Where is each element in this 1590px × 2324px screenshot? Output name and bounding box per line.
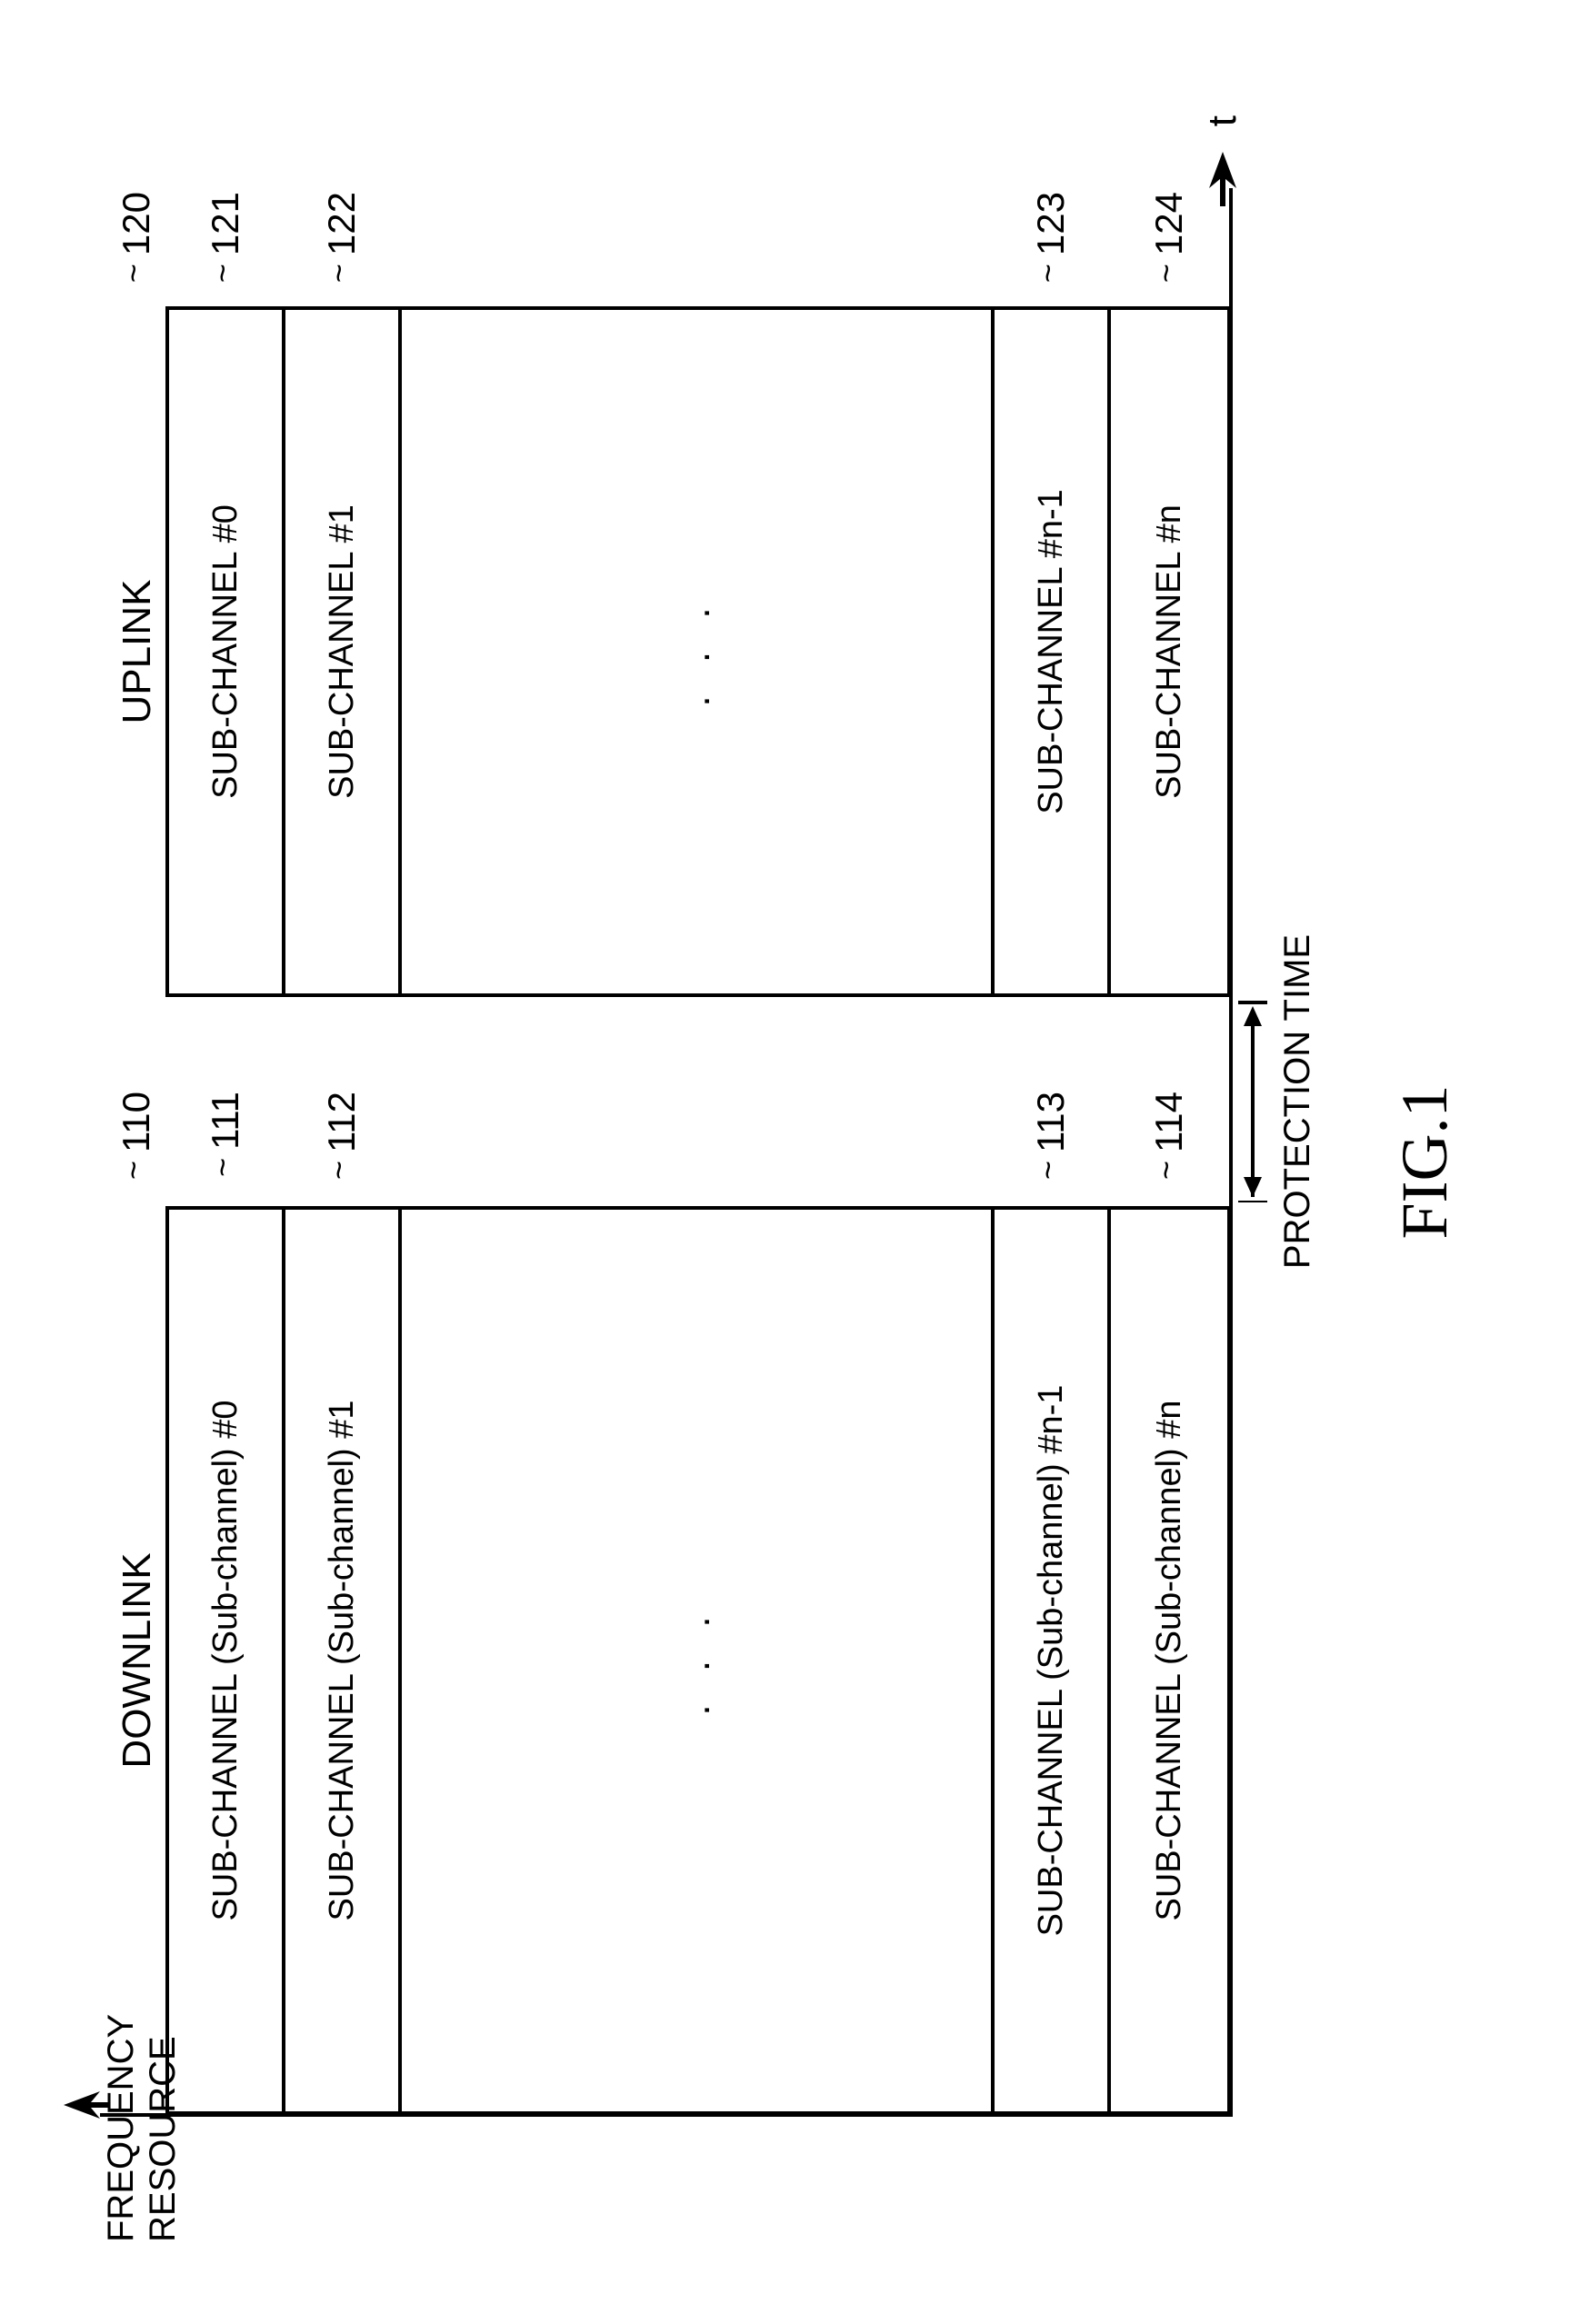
tilde-icon: ~ <box>1147 264 1185 283</box>
uplink-row-3: SUB-CHANNEL #n ~ 124 <box>1111 310 1227 993</box>
downlink-row-0-label: SUB-CHANNEL (Sub-channel) #0 <box>206 1400 245 1920</box>
uplink-row-1-label: SUB-CHANNEL #1 <box>323 504 362 799</box>
downlink-title: DOWNLINK <box>115 1210 160 2111</box>
ref-num: 124 <box>1147 192 1190 255</box>
ref-num: 114 <box>1147 1092 1190 1152</box>
ref-num: 122 <box>320 192 363 255</box>
uplink-frame: UPLINK ~ 120 SUB-CHANNEL #0 ~ 121 SUB-CH… <box>165 306 1231 997</box>
tilde-icon: ~ <box>1147 1161 1185 1180</box>
downlink-row-middle: . . . <box>402 1210 995 2111</box>
uplink-row-2: SUB-CHANNEL #n-1 ~ 123 <box>995 310 1111 993</box>
uplink-row-0-ref: ~ 121 <box>204 192 247 255</box>
tilde-icon: ~ <box>320 1161 358 1180</box>
x-axis-label: t <box>1200 115 1245 126</box>
tilde-icon: ~ <box>204 264 242 283</box>
arrow-right-icon <box>1209 152 1236 206</box>
downlink-row-1: SUB-CHANNEL (Sub-channel) #1 ~ 112 <box>285 1210 402 2111</box>
ref-num: 113 <box>1029 1092 1072 1152</box>
ref-num: 111 <box>204 1092 246 1150</box>
downlink-frame: DOWNLINK ~ 110 SUB-CHANNEL (Sub-channel)… <box>165 1206 1231 2115</box>
ref-num: 121 <box>204 192 246 255</box>
diagram-container: FREQUENCY RESOURCE t DOWNLINK ~ 110 SUB-… <box>0 0 1590 2324</box>
ref-num: 112 <box>320 1092 363 1152</box>
tilde-icon: ~ <box>115 264 153 283</box>
downlink-row-0: SUB-CHANNEL (Sub-channel) #0 ~ 111 <box>169 1210 285 2111</box>
tilde-icon: ~ <box>115 1161 153 1180</box>
downlink-row-2-ref: ~ 113 <box>1029 1092 1073 1152</box>
downlink-row-3-label: SUB-CHANNEL (Sub-channel) #n <box>1150 1400 1189 1920</box>
uplink-row-0-label: SUB-CHANNEL #0 <box>206 504 245 799</box>
downlink-row-2-label: SUB-CHANNEL (Sub-channel) #n-1 <box>1032 1385 1071 1937</box>
uplink-row-1: SUB-CHANNEL #1 ~ 122 <box>285 310 402 993</box>
tilde-icon: ~ <box>1029 1161 1067 1180</box>
uplink-ref: ~ 120 <box>115 192 158 255</box>
diagram-area: FREQUENCY RESOURCE t DOWNLINK ~ 110 SUB-… <box>109 206 1273 2115</box>
downlink-row-2: SUB-CHANNEL (Sub-channel) #n-1 ~ 113 <box>995 1210 1111 2111</box>
arrow-up-icon <box>64 2091 109 2119</box>
downlink-row-3-ref: ~ 114 <box>1147 1092 1191 1152</box>
tilde-icon: ~ <box>204 1158 242 1177</box>
ref-num: 123 <box>1029 192 1072 255</box>
tilde-icon: ~ <box>1029 264 1067 283</box>
dots-label: . . . <box>674 1605 719 1715</box>
figure-label: FIG.1 <box>1387 0 1463 2324</box>
downlink-row-3: SUB-CHANNEL (Sub-channel) #n ~ 114 <box>1111 1210 1227 2111</box>
uplink-ref-num: 120 <box>115 192 157 255</box>
dots-label: . . . <box>674 596 719 706</box>
protection-time-label: PROTECTION TIME <box>1277 920 1318 1283</box>
uplink-row-0: SUB-CHANNEL #0 ~ 121 <box>169 310 285 993</box>
downlink-ref-num: 110 <box>115 1092 157 1152</box>
uplink-row-2-ref: ~ 123 <box>1029 192 1073 255</box>
uplink-row-2-label: SUB-CHANNEL #n-1 <box>1032 489 1071 814</box>
downlink-row-0-ref: ~ 111 <box>204 1092 247 1150</box>
downlink-row-1-ref: ~ 112 <box>320 1092 364 1152</box>
uplink-title: UPLINK <box>115 310 160 993</box>
protection-time-arrow-icon <box>1235 1001 1271 1202</box>
downlink-ref: ~ 110 <box>115 1092 158 1152</box>
downlink-row-1-label: SUB-CHANNEL (Sub-channel) #1 <box>323 1400 362 1920</box>
uplink-row-middle: . . . <box>402 310 995 993</box>
tilde-icon: ~ <box>320 264 358 283</box>
uplink-row-3-label: SUB-CHANNEL #n <box>1150 504 1189 799</box>
uplink-row-1-ref: ~ 122 <box>320 192 364 255</box>
uplink-row-3-ref: ~ 124 <box>1147 192 1191 255</box>
